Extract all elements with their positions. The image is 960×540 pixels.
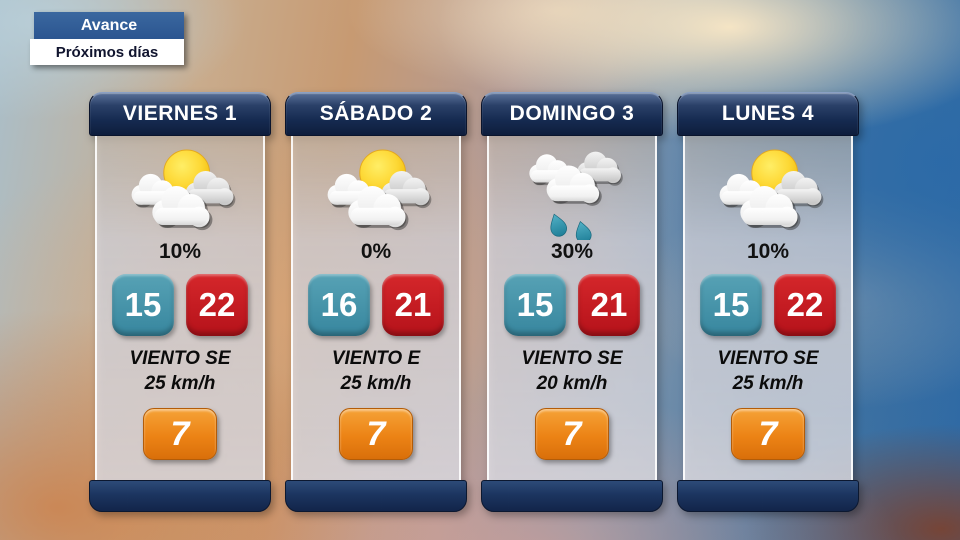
wind-speed: 25 km/h bbox=[144, 373, 216, 394]
uv-index-badge: 7 bbox=[143, 408, 217, 460]
min-temp-badge: 15 bbox=[700, 274, 762, 336]
uv-index-badge: 7 bbox=[339, 408, 413, 460]
max-temp-badge: 21 bbox=[578, 274, 640, 336]
min-temp-badge: 15 bbox=[504, 274, 566, 336]
card-footer bbox=[89, 480, 271, 512]
card-footer bbox=[677, 480, 859, 512]
day-header: SÁBADO 2 bbox=[285, 92, 467, 136]
wind-direction: VIENTO SE bbox=[521, 348, 623, 369]
sun-clouds-icon bbox=[706, 142, 830, 240]
temperature-row: 15 21 bbox=[504, 274, 640, 336]
wind-direction: VIENTO SE bbox=[717, 348, 819, 369]
sun-clouds-icon bbox=[118, 142, 242, 240]
temperature-row: 15 22 bbox=[700, 274, 836, 336]
temperature-row: 16 21 bbox=[308, 274, 444, 336]
forecast-card: DOMINGO 3 30% 15 21 VIENTO SE 20 km/h 7 bbox=[481, 92, 663, 512]
card-footer bbox=[481, 480, 663, 512]
max-temp-badge: 22 bbox=[186, 274, 248, 336]
day-label: DOMINGO 3 bbox=[509, 102, 635, 125]
wind-speed: 20 km/h bbox=[536, 373, 608, 394]
precipitation-probability: 0% bbox=[360, 240, 392, 263]
wind-speed: 25 km/h bbox=[732, 373, 804, 394]
min-temp-badge: 15 bbox=[112, 274, 174, 336]
max-temp-badge: 21 bbox=[382, 274, 444, 336]
forecast-card: VIERNES 1 10% 15 22 VIENTO SE 25 km/h 7 bbox=[89, 92, 271, 512]
card-body: 30% 15 21 VIENTO SE 20 km/h 7 bbox=[487, 136, 657, 484]
title-badge: Avance Próximos días bbox=[30, 12, 184, 65]
day-label: VIERNES 1 bbox=[122, 102, 238, 125]
precipitation-probability: 10% bbox=[158, 240, 202, 263]
card-footer bbox=[285, 480, 467, 512]
uv-index-badge: 7 bbox=[731, 408, 805, 460]
min-temp-badge: 16 bbox=[308, 274, 370, 336]
day-header: VIERNES 1 bbox=[89, 92, 271, 136]
day-label: LUNES 4 bbox=[721, 102, 815, 125]
card-body: 10% 15 22 VIENTO SE 25 km/h 7 bbox=[683, 136, 853, 484]
day-header: LUNES 4 bbox=[677, 92, 859, 136]
max-temp-badge: 22 bbox=[774, 274, 836, 336]
wind-direction: VIENTO SE bbox=[129, 348, 231, 369]
forecast-card: SÁBADO 2 0% 16 21 VIENTO E 25 km/h 7 bbox=[285, 92, 467, 512]
day-label: SÁBADO 2 bbox=[319, 102, 433, 125]
badge-title: Avance bbox=[34, 12, 184, 39]
rain-clouds-icon bbox=[510, 142, 634, 240]
precipitation-probability: 10% bbox=[746, 240, 790, 263]
temperature-row: 15 22 bbox=[112, 274, 248, 336]
precipitation-probability: 30% bbox=[550, 240, 594, 263]
badge-subtitle: Próximos días bbox=[30, 39, 184, 65]
forecast-card: LUNES 4 10% 15 22 VIENTO SE 25 km/h 7 bbox=[677, 92, 859, 512]
uv-index-badge: 7 bbox=[535, 408, 609, 460]
day-header: DOMINGO 3 bbox=[481, 92, 663, 136]
card-body: 10% 15 22 VIENTO SE 25 km/h 7 bbox=[95, 136, 265, 484]
wind-direction: VIENTO E bbox=[331, 348, 421, 369]
wind-speed: 25 km/h bbox=[340, 373, 412, 394]
sun-clouds-icon bbox=[314, 142, 438, 240]
card-body: 0% 16 21 VIENTO E 25 km/h 7 bbox=[291, 136, 461, 484]
forecast-cards-row: VIERNES 1 10% 15 22 VIENTO SE 25 km/h 7 … bbox=[89, 92, 859, 512]
